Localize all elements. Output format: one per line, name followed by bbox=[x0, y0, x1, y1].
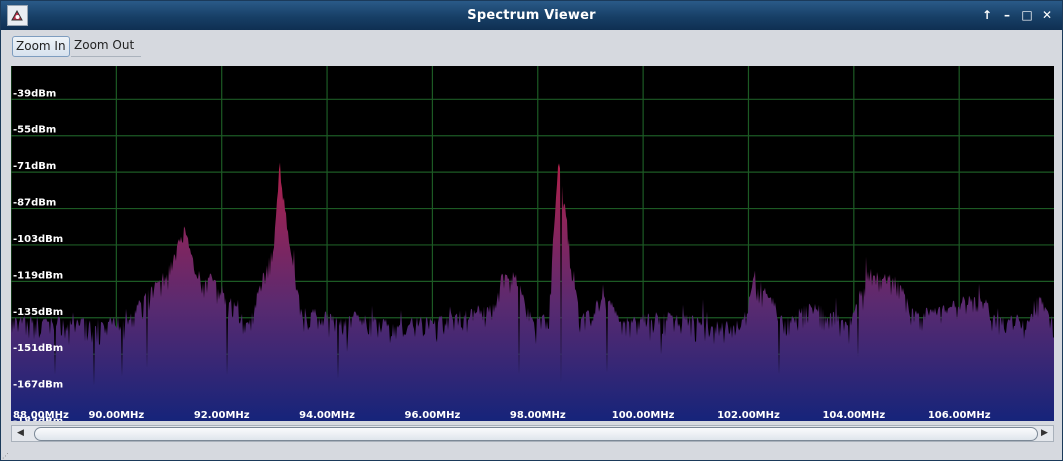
scrollbar-thumb[interactable] bbox=[34, 427, 1038, 441]
zoom-in-button[interactable]: Zoom In bbox=[12, 36, 70, 57]
x-tick-label: 96.00MHz bbox=[405, 410, 461, 421]
x-tick-label: 106.00MHz bbox=[928, 410, 991, 421]
y-tick-label: -71dBm bbox=[13, 161, 56, 172]
spectrum-chart: -39dBm -55dBm -71dBm -87dBm -103dBm -119dBm -1… bbox=[11, 66, 1054, 421]
minimize-button[interactable]: – bbox=[1000, 7, 1014, 23]
y-tick-label: -103dBm bbox=[13, 234, 63, 245]
resize-grip-icon[interactable]: ⋰ bbox=[2, 452, 9, 460]
y-tick-label: -87dBm bbox=[13, 198, 56, 209]
window-title: Spectrum Viewer bbox=[467, 8, 596, 23]
scroll-left-arrow-icon[interactable]: ◀ bbox=[17, 428, 24, 438]
y-tick-label: -119dBm bbox=[13, 270, 63, 281]
x-tick-label: 90.00MHz bbox=[88, 410, 144, 421]
horizontal-scrollbar[interactable]: ◀ ▶ bbox=[11, 425, 1054, 442]
spectrum-trace bbox=[11, 162, 1054, 421]
y-tick-label: -167dBm bbox=[13, 380, 63, 391]
spectrum-plot[interactable]: -39dBm -55dBm -71dBm -87dBm -103dBm -119dBm -1… bbox=[11, 66, 1054, 421]
x-tick-label: 92.00MHz bbox=[194, 410, 250, 421]
x-tick-label: 102.00MHz bbox=[717, 410, 780, 421]
maximize-icon: □ bbox=[1021, 8, 1033, 22]
x-tick-label: 98.00MHz bbox=[510, 410, 566, 421]
x-tick-label: 88.00MHz bbox=[13, 410, 69, 421]
app-logo-icon bbox=[11, 9, 23, 21]
y-tick-label: -135dBm bbox=[13, 307, 63, 318]
zoom-out-button[interactable]: Zoom Out bbox=[71, 36, 141, 57]
pin-button[interactable]: ↑ bbox=[980, 7, 994, 23]
scroll-right-arrow-icon[interactable]: ▶ bbox=[1041, 428, 1048, 438]
title-bar[interactable]: Spectrum Viewer ↑ – □ ✕ bbox=[1, 1, 1062, 30]
maximize-button[interactable]: □ bbox=[1020, 7, 1034, 23]
x-tick-label: 94.00MHz bbox=[299, 410, 355, 421]
y-tick-label: -39dBm bbox=[13, 88, 56, 99]
x-tick-label: 100.00MHz bbox=[612, 410, 675, 421]
y-tick-label: -151dBm bbox=[13, 343, 63, 354]
close-button[interactable]: ✕ bbox=[1040, 7, 1054, 23]
close-icon: ✕ bbox=[1041, 8, 1053, 22]
y-tick-label: -55dBm bbox=[13, 125, 56, 136]
app-icon[interactable] bbox=[7, 5, 28, 26]
x-tick-label: 104.00MHz bbox=[822, 410, 885, 421]
y-tick-label: -183dBm bbox=[13, 416, 63, 421]
up-arrow-icon: ↑ bbox=[981, 8, 993, 22]
minimize-icon: – bbox=[1004, 8, 1010, 22]
toolbar: Zoom In Zoom Out bbox=[1, 30, 1062, 65]
